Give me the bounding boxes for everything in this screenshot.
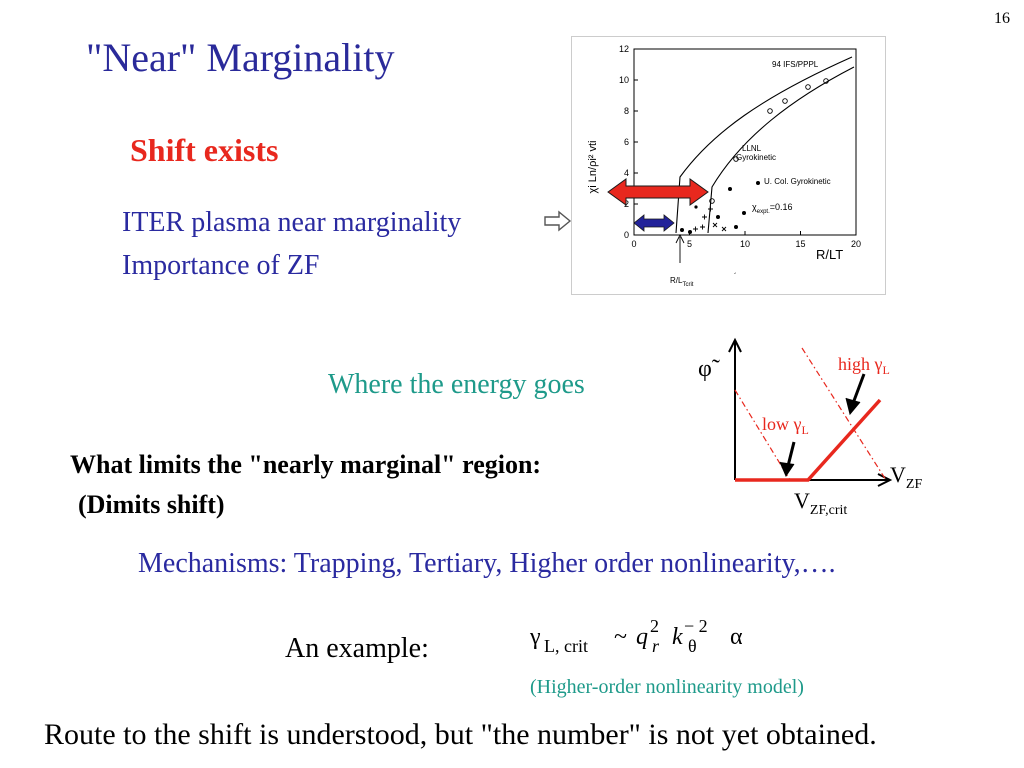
conclusion-text: Route to the shift is understood, but "t… xyxy=(44,718,877,751)
figure-ylabel: χi Ln/ρi² vti xyxy=(587,141,599,194)
formula-gamma: γ xyxy=(530,624,541,650)
high-gamma-label: high γL xyxy=(838,354,890,377)
example-label: An example: xyxy=(285,633,429,664)
label-ucol: U. Col. Gyrokinetic xyxy=(764,177,831,186)
label-chi-sub: expt. xyxy=(757,209,770,215)
dimits-shift-label: (Dimits shift) xyxy=(78,490,225,519)
label-chi: χ xyxy=(752,202,757,212)
formula-gamma-sub: L, crit xyxy=(544,636,588,656)
limits-question: What limits the "nearly marginal" region… xyxy=(70,450,542,479)
y-tick-label: 8 xyxy=(624,106,629,116)
label-chi-val: =0.16 xyxy=(770,202,793,212)
vzf-crit-label: VZF,crit xyxy=(794,488,847,518)
formula-q: q xyxy=(636,624,648,650)
zf-importance-text: Importance of ZF xyxy=(122,250,320,281)
low-gamma-label: low γL xyxy=(762,414,809,437)
small-mark: ´ xyxy=(734,272,737,281)
formula-k: k xyxy=(672,624,683,650)
formula-tilde: ~ xyxy=(614,624,627,650)
formula-k-sup: − 2 xyxy=(684,616,708,636)
x-tick-label: 5 xyxy=(687,239,692,249)
y-tick-label: 6 xyxy=(624,137,629,147)
x-tick-label: 20 xyxy=(851,239,861,249)
iter-marginality-text: ITER plasma near marginality xyxy=(122,207,462,238)
label-gyrokinetic: Gyrokinetic xyxy=(736,153,776,162)
phi-curve xyxy=(735,398,882,482)
figure-xlabel: R/LT xyxy=(816,247,843,262)
label-ifs: 94 IFS/PPPL xyxy=(772,60,819,69)
y-tick-label: 4 xyxy=(624,168,629,178)
x-tick-label: 15 xyxy=(795,239,805,249)
blue-double-arrow xyxy=(633,214,675,232)
label-llnl: LLNL xyxy=(742,144,762,153)
svg-text:χexpt.=0.16: χexpt.=0.16 xyxy=(752,202,793,215)
y-tick-label: 0 xyxy=(624,230,629,240)
label-rl-sub: Tcrit xyxy=(682,282,693,288)
formula-k-sub: θ xyxy=(688,636,697,656)
formula-q-sup: 2 xyxy=(650,616,659,636)
slide-title: "Near" Marginality xyxy=(86,35,395,80)
shift-exists-heading: Shift exists xyxy=(130,132,279,168)
mechanisms-text: Mechanisms: Trapping, Tertiary, Higher o… xyxy=(138,548,836,579)
energy-label: Where the energy goes xyxy=(328,369,585,400)
phi-label: φ̃ xyxy=(698,356,720,382)
formula-q-sub: r xyxy=(652,636,660,656)
y-tick-label: 12 xyxy=(619,44,629,54)
shift-double-arrow xyxy=(607,178,709,206)
formula-alpha: α xyxy=(730,624,743,650)
x-tick-label: 0 xyxy=(631,239,636,249)
svg-text:R/LTcrit: R/LTcrit xyxy=(670,276,694,288)
page-number: 16 xyxy=(994,10,1010,27)
label-rl: R/L xyxy=(670,276,683,285)
x-tick-label: 10 xyxy=(740,239,750,249)
model-note: (Higher-order nonlinearity model) xyxy=(530,676,804,698)
vzf-diagram: φ̃ high γL low γL VZF VZF,crit xyxy=(698,337,922,518)
vzf-label: VZF xyxy=(890,462,922,492)
ifs-curve xyxy=(675,56,853,234)
gyro-curve xyxy=(707,66,855,234)
y-tick-label: 10 xyxy=(619,75,629,85)
right-arrow-icon xyxy=(544,210,572,232)
